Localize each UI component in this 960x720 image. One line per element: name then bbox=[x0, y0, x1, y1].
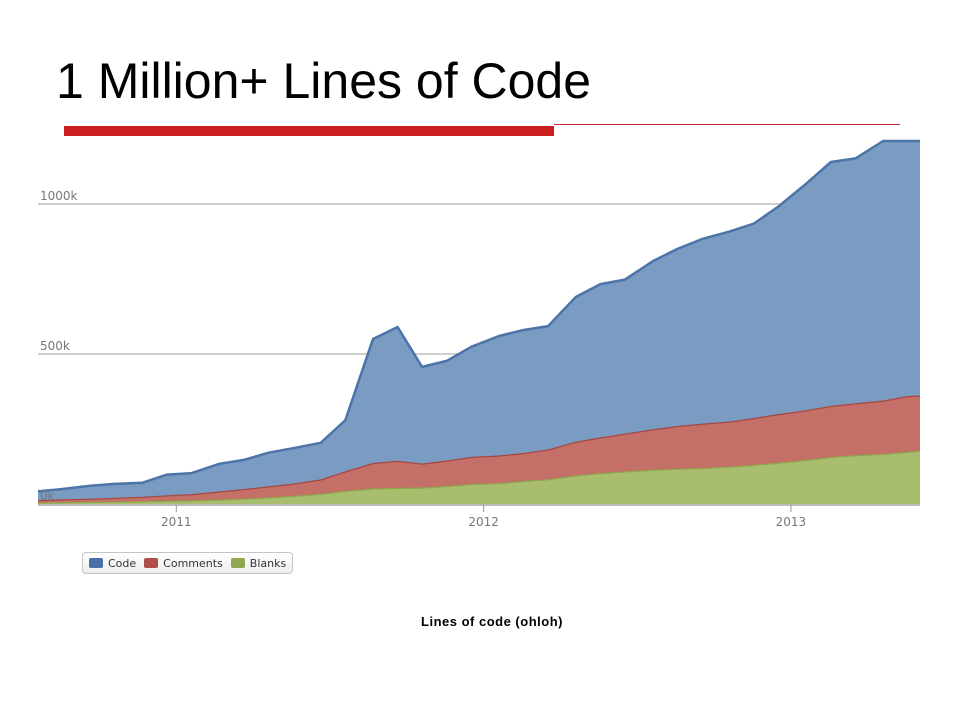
legend-item-code[interactable]: Code bbox=[89, 557, 136, 570]
stacked-areas bbox=[37, 139, 921, 504]
y-tick-label-0k: 0k bbox=[40, 489, 55, 503]
legend-item-blanks[interactable]: Blanks bbox=[230, 556, 287, 570]
chart-caption: Lines of code (ohloh) bbox=[421, 614, 563, 629]
chart-legend[interactable]: Code Comments Blanks bbox=[82, 552, 294, 574]
tick-labels: 0k 500k 1000k 2011 2012 2013 bbox=[40, 189, 806, 529]
y-tick-label-500k: 500k bbox=[40, 339, 70, 353]
legend-swatch-blanks bbox=[230, 558, 245, 568]
legend-swatch-code bbox=[89, 558, 103, 568]
legend-label-blanks: Blanks bbox=[249, 556, 287, 570]
area-blanks bbox=[38, 450, 920, 504]
legend-item-comments[interactable]: Comments bbox=[144, 557, 223, 570]
x-tick-label-2012: 2012 bbox=[468, 515, 499, 529]
area-code bbox=[38, 141, 920, 501]
title-underline-thick bbox=[64, 126, 554, 136]
axes bbox=[38, 504, 920, 512]
slide-title: 1 Million+ Lines of Code bbox=[56, 53, 592, 109]
line-code bbox=[37, 139, 920, 493]
legend-swatch-comments bbox=[144, 558, 159, 568]
title-underline-thin bbox=[554, 124, 900, 125]
y-tick-label-1000k: 1000k bbox=[40, 189, 78, 203]
legend-label-code: Code bbox=[108, 556, 137, 570]
x-tick-label-2011: 2011 bbox=[161, 515, 192, 529]
x-tick-label-2013: 2013 bbox=[776, 515, 807, 529]
legend-label-comments: Comments bbox=[163, 556, 223, 570]
